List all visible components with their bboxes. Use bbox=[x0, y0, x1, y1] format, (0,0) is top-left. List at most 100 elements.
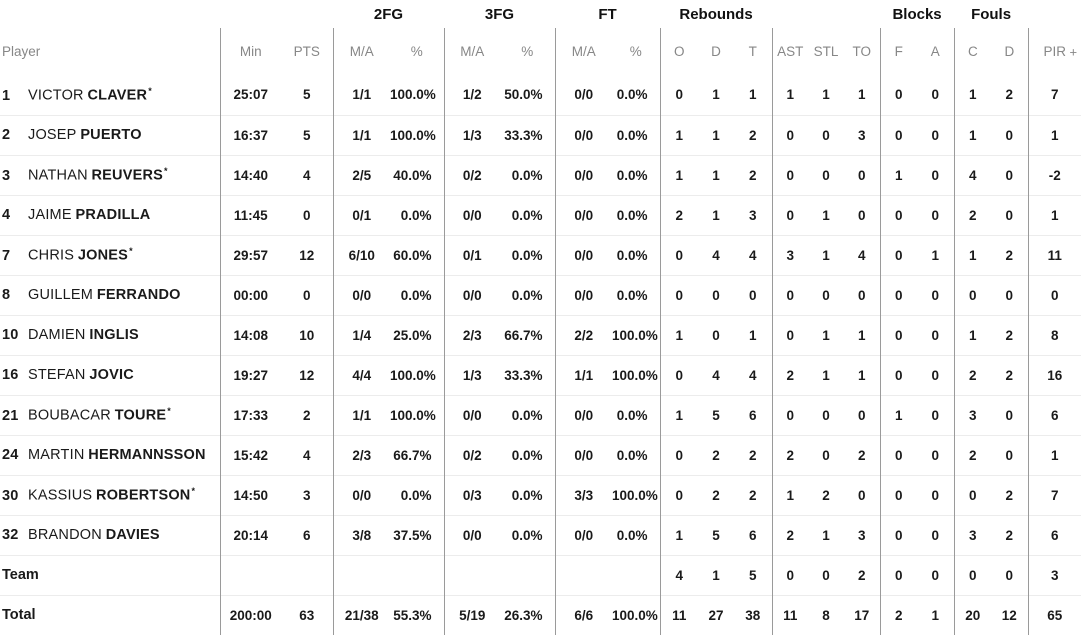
player-cell[interactable]: 1 VICTOR CLAVER* bbox=[0, 75, 220, 115]
stat-cell-ft-pct: 0.0% bbox=[616, 527, 648, 543]
stat-cell-reb-d: 27 bbox=[708, 607, 724, 623]
stat-cell-foul-c: 4 bbox=[953, 155, 992, 195]
stat-cell-3fg-pct: 0.0% bbox=[511, 527, 543, 543]
stat-cell-blk-f: 0 bbox=[879, 355, 918, 395]
player-first-name: STEFAN bbox=[28, 367, 86, 383]
stat-cell-3fg-pct bbox=[500, 555, 555, 595]
player-number: 16 bbox=[2, 367, 19, 383]
column-header-player: Player bbox=[2, 44, 41, 59]
column-header-to: TO bbox=[852, 44, 872, 59]
player-row[interactable]: 32 BRANDON DAVIES 20:14 6 3/8 37.5% 0/0 0.0% 0/0… bbox=[0, 515, 1081, 555]
stat-cell-reb-d: 2 bbox=[712, 447, 720, 463]
player-cell[interactable]: 7 CHRIS JONES* bbox=[0, 235, 220, 275]
stat-cell-blk-a: 1 bbox=[931, 607, 940, 623]
player-cell[interactable]: 16 STEFAN JOVIC bbox=[0, 355, 220, 395]
stat-cell-foul-d: 2 bbox=[1005, 527, 1014, 543]
stat-cell-reb-o: 1 bbox=[659, 515, 699, 555]
player-last-name: CLAVER bbox=[87, 87, 148, 104]
stat-cell-pts: 0 bbox=[302, 287, 311, 303]
group-header-spacer bbox=[1028, 0, 1081, 28]
stat-cell-min: 200:00 bbox=[219, 595, 281, 635]
player-cell[interactable]: 30 KASSIUS ROBERTSON* bbox=[0, 475, 220, 515]
player-number: 8 bbox=[2, 287, 11, 303]
column-header-reb-t: T bbox=[748, 44, 757, 59]
player-number: 32 bbox=[2, 527, 19, 543]
stat-cell-ast: 1 bbox=[771, 475, 809, 515]
player-cell[interactable]: 2 JOSEP PUERTO bbox=[0, 115, 220, 155]
group-header-spacer bbox=[772, 0, 880, 28]
expand-columns-button[interactable]: + bbox=[1069, 44, 1078, 59]
stat-cell-foul-d: 2 bbox=[1005, 367, 1014, 383]
player-first-name: GUILLEM bbox=[28, 287, 94, 303]
stat-cell-blk-a: 0 bbox=[931, 367, 940, 383]
stat-cell-blk-a: 0 bbox=[931, 447, 940, 463]
player-row[interactable]: 30 KASSIUS ROBERTSON* 14:50 3 0/0 0.0% 0/3 0.0%… bbox=[0, 475, 1081, 515]
player-cell[interactable]: 10 DAMIEN INGLIS bbox=[0, 315, 220, 355]
player-row[interactable]: 4 JAIME PRADILLA 11:45 0 0/1 0.0% 0/0 0.0% 0/0 0.… bbox=[0, 195, 1081, 235]
stat-cell-reb-d: 0 bbox=[712, 287, 720, 303]
stat-cell-pts: 5 bbox=[302, 127, 311, 143]
stat-cell-min: 16:37 bbox=[219, 115, 281, 155]
stat-cell-pts: 6 bbox=[302, 527, 311, 543]
stat-cell-ft-ma: 0/0 bbox=[554, 155, 612, 195]
stat-cell-3fg-pct: 66.7% bbox=[504, 327, 543, 343]
stat-cell-reb-t: 4 bbox=[749, 367, 757, 383]
stat-cell-reb-t: 0 bbox=[749, 287, 757, 303]
stat-cell-ft-pct: 0.0% bbox=[616, 167, 648, 183]
player-row[interactable]: 24 MARTIN HERMANNSSON 15:42 4 2/3 66.7% 0/2 0.0… bbox=[0, 435, 1081, 475]
player-row[interactable]: 21 BOUBACAR TOURE* 17:33 2 1/1 100.0% 0/0 0.0% 0… bbox=[0, 395, 1081, 435]
stat-cell-ast: 0 bbox=[771, 315, 809, 355]
stat-cell-ft-pct: 0.0% bbox=[616, 87, 648, 103]
stat-cell-pir: 1 bbox=[1027, 115, 1081, 155]
column-header-pir: PIR + bbox=[1027, 28, 1081, 75]
stat-cell-3fg-ma: 5/19 bbox=[443, 595, 500, 635]
player-row[interactable]: 16 STEFAN JOVIC 19:27 12 4/4 100.0% 1/3 33.3% 1/… bbox=[0, 355, 1081, 395]
stat-cell-min: 17:33 bbox=[219, 395, 281, 435]
stat-cell-reb-d: 0 bbox=[712, 327, 720, 343]
group-header-rebounds: Rebounds bbox=[679, 5, 753, 23]
player-cell[interactable]: 24 MARTIN HERMANNSSON bbox=[0, 435, 220, 475]
player-row[interactable]: 3 NATHAN REUVERS* 14:40 4 2/5 40.0% 0/2 0.0% 0/0… bbox=[0, 155, 1081, 195]
stat-cell-ast: 11 bbox=[771, 595, 809, 635]
stat-cell-foul-c: 1 bbox=[953, 115, 992, 155]
stat-cell-2fg-ma: 1/1 bbox=[332, 115, 390, 155]
stat-cell-3fg-ma: 2/3 bbox=[443, 315, 500, 355]
player-cell[interactable]: 32 BRANDON DAVIES bbox=[0, 515, 220, 555]
player-number: 1 bbox=[2, 87, 11, 104]
stat-cell-ft-pct: 100.0% bbox=[612, 487, 658, 503]
stat-cell-stl: 1 bbox=[822, 327, 830, 343]
stat-cell-blk-a: 0 bbox=[931, 487, 940, 503]
stat-cell-3fg-ma: 1/3 bbox=[443, 115, 500, 155]
stat-cell-stl: 1 bbox=[822, 207, 830, 223]
player-row[interactable]: 1 VICTOR CLAVER* 25:07 5 1/1 100.0% 1/2 50.0% 0/… bbox=[0, 75, 1081, 115]
stat-cell-min: 14:40 bbox=[219, 155, 281, 195]
stat-cell-blk-a: 0 bbox=[931, 567, 940, 583]
stat-cell-reb-t: 2 bbox=[749, 487, 757, 503]
player-last-name: DAVIES bbox=[105, 527, 160, 543]
player-row[interactable]: 10 DAMIEN INGLIS 14:08 10 1/4 25.0% 2/3 66.7% 2/… bbox=[0, 315, 1081, 355]
stat-cell-3fg-pct: 26.3% bbox=[504, 607, 543, 623]
player-row[interactable]: 7 CHRIS JONES* 29:57 12 6/10 60.0% 0/1 0.0% 0/0 0… bbox=[0, 235, 1081, 275]
stat-cell-ft-ma: 6/6 bbox=[554, 595, 612, 635]
stat-cell-to: 17 bbox=[854, 607, 870, 623]
player-cell[interactable]: 21 BOUBACAR TOURE* bbox=[0, 395, 220, 435]
stat-cell-blk-a: 0 bbox=[931, 327, 940, 343]
starter-marker: * bbox=[164, 166, 168, 177]
stat-cell-3fg-ma: 1/2 bbox=[443, 75, 500, 115]
player-cell[interactable]: 8 GUILLEM FERRANDO bbox=[0, 275, 220, 315]
player-cell[interactable]: 3 NATHAN REUVERS* bbox=[0, 155, 220, 195]
column-header-2fg-ma: M/A bbox=[332, 28, 390, 75]
team-row-label-cell: Team bbox=[0, 555, 220, 595]
stat-cell-pts: 2 bbox=[302, 407, 311, 423]
player-row[interactable]: 8 GUILLEM FERRANDO 00:00 0 0/0 0.0% 0/0 0.0% 0/0… bbox=[0, 275, 1081, 315]
stat-cell-stl: 0 bbox=[822, 167, 830, 183]
stat-cell-stl: 1 bbox=[822, 247, 830, 263]
stat-cell-pts: 3 bbox=[302, 487, 311, 503]
player-last-name: TOURE bbox=[114, 407, 167, 424]
player-row[interactable]: 2 JOSEP PUERTO 16:37 5 1/1 100.0% 1/3 33.3% 0/0 0… bbox=[0, 115, 1081, 155]
column-header-blk-a: A bbox=[930, 44, 940, 59]
stat-cell-ft-ma: 0/0 bbox=[554, 395, 612, 435]
stat-cell-to: 1 bbox=[858, 367, 866, 383]
stat-cell-min: 29:57 bbox=[219, 235, 281, 275]
player-cell[interactable]: 4 JAIME PRADILLA bbox=[0, 195, 220, 235]
